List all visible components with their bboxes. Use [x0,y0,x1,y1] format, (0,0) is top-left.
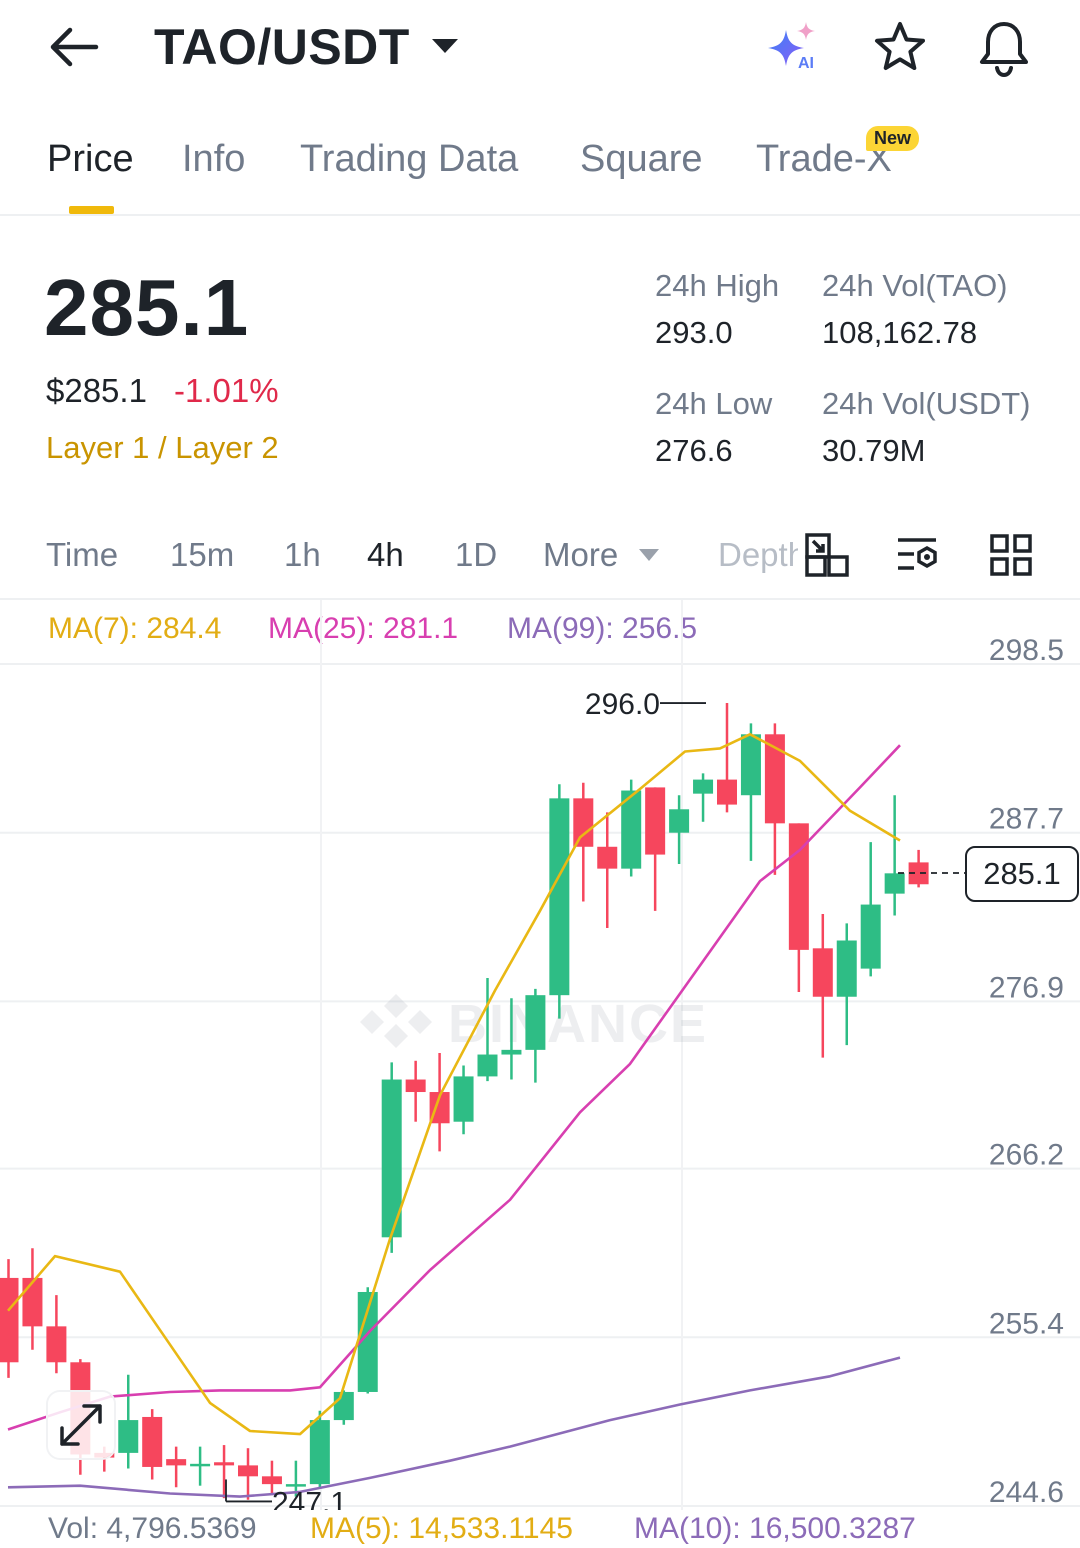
low-value: 276.6 [655,433,733,468]
interval-depth[interactable]: Depth [718,536,798,573]
candle-body [0,1277,19,1363]
high-label: 24h High [655,268,780,303]
candle-body [573,798,594,847]
candle-body [357,1291,378,1392]
volume-ma5-legend: MA(5): 14,533.1145 [310,1512,573,1545]
svg-text:AI: AI [798,55,814,72]
tab-square[interactable]: Square [580,138,703,180]
indicator-settings-icon[interactable] [896,532,942,578]
chart-fullscreen-icon[interactable] [804,532,850,578]
interval-time[interactable]: Time [46,536,119,573]
high-marker-label: 296.0 [585,688,660,721]
interval-15m[interactable]: 15m [170,536,235,573]
candle-body [908,862,929,885]
ma25-line [7,744,901,1431]
tab-bar: Price Info Trading Data Square Trade-X N… [0,110,1080,216]
vol-quote-value: 30.79M [822,433,926,468]
candle-body [501,1049,522,1055]
interval-1h[interactable]: 1h [284,536,321,573]
back-arrow-icon[interactable] [46,22,102,72]
candle-body [884,873,905,894]
vol-base-value: 108,162.78 [822,315,978,350]
category-tag[interactable]: Layer 1 / Layer 2 [46,430,279,465]
vol-quote-label: 24h Vol(USDT) [822,386,1031,421]
ma99-legend: MA(99): 256.5 [507,612,698,645]
grid-layout-icon[interactable] [988,532,1034,578]
ma99-line [7,1356,901,1498]
low-label: 24h Low [655,386,773,421]
candle-body [429,1092,450,1124]
candle-body [381,1079,402,1238]
interval-bar: Time 15m 1h 4h 1D More Depth [0,520,1080,600]
candle-body [142,1416,163,1467]
tab-active-indicator [69,206,114,214]
candle-body [645,787,666,855]
interval-1d[interactable]: 1D [455,536,498,573]
candle-body [190,1463,211,1467]
dropdown-caret-icon[interactable] [430,36,460,56]
candle-body [118,1420,139,1453]
more-caret-icon[interactable] [638,548,660,562]
ma7-line [7,733,901,1436]
expand-chart-button[interactable] [48,1392,114,1458]
tab-info[interactable]: Info [182,138,246,180]
last-price: 285.1 [44,263,250,352]
tab-price[interactable]: Price [47,138,134,180]
candle-body [836,940,857,997]
candle-body [549,798,570,996]
candle-body [261,1476,282,1485]
low-marker-label: 247.1 [272,1486,347,1510]
top-bar: TAO/USDT AI [0,0,1080,100]
candle-body [812,948,833,997]
candle-body [238,1465,258,1477]
candle-body [597,846,618,869]
candle-body [669,809,690,833]
ma25-legend: MA(25): 281.1 [268,612,459,645]
favorite-star-icon[interactable] [872,20,928,76]
candle-body [333,1391,354,1421]
volume-ma10-legend: MA(10): 16,500.3287 [634,1512,916,1545]
ai-sparkle-icon[interactable]: AI [762,20,826,76]
candle-body [860,904,881,969]
vol-base-label: 24h Vol(TAO) [822,268,1008,303]
y-tick-label: 266.2 [989,1139,1064,1172]
pair-title[interactable]: TAO/USDT [154,19,410,75]
candle-body [764,734,785,824]
y-tick-label: 244.6 [989,1476,1064,1509]
current-price-tag: 285.1 [965,846,1079,902]
candle-body [285,1484,306,1487]
new-badge: New [866,126,920,151]
tab-trading-data[interactable]: Trading Data [300,138,519,180]
ma7-legend: MA(7): 284.4 [48,612,222,645]
price-change: -1.01% [174,372,279,409]
candle-body [693,779,714,794]
candle-body [309,1420,330,1485]
candle-body [22,1277,43,1327]
notification-bell-icon[interactable] [976,18,1032,78]
volume-legend: Vol: 4,796.5369 [48,1512,257,1545]
candle-body [717,779,737,805]
candle-body [453,1076,474,1122]
candle-body [405,1079,426,1093]
candle-body [740,734,761,796]
candle-body [46,1326,67,1363]
watermark-diamond [360,994,432,1048]
y-tick-label: 255.4 [989,1307,1064,1340]
high-value: 293.0 [655,315,733,350]
candle-body [477,1054,498,1077]
interval-more[interactable]: More [543,536,619,573]
watermark-logo: BINANCE [360,994,708,1054]
candle-body [621,790,642,869]
expand-arrows-icon [60,1404,102,1446]
y-tick-label: 287.7 [989,803,1064,836]
candle-body [214,1462,235,1466]
watermark-text: BINANCE [448,994,708,1054]
candlestick-chart[interactable]: BINANCE 296.0 247.1 298.5 287.7 276.9 266.2 2… [0,600,1080,1510]
candle-body [166,1459,187,1466]
candle-body [525,995,546,1050]
interval-4h[interactable]: 4h [367,536,404,573]
price-usd: $285.1 [46,372,147,409]
y-tick-label: 276.9 [989,971,1064,1004]
y-tick-label: 298.5 [989,634,1064,667]
